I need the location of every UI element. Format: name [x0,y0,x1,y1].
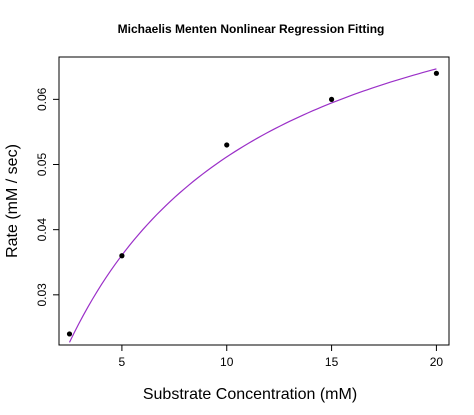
data-point [433,70,440,76]
y-tick-label: 0.05 [35,153,49,177]
data-point [119,253,125,259]
data-point [328,96,335,102]
data-points [66,70,440,337]
x-axis-label: Substrate Concentration (mM) [143,386,357,403]
y-tick-label: 0.04 [35,218,49,242]
x-tick-label: 5 [119,355,126,369]
data-point [224,142,230,148]
x-tick-label: 15 [325,355,339,369]
x-tick-label: 20 [430,355,444,369]
y-axis-label: Rate (mM / sec) [4,144,21,258]
y-tick-label: 0.03 [35,283,49,307]
x-tick-label: 10 [220,355,234,369]
data-point [66,331,73,337]
fit-curve [68,68,437,343]
y-tick-label: 0.06 [35,87,49,111]
plot-frame [58,56,450,346]
chart-title: Michaelis Menten Nonlinear Regression Fi… [118,22,385,36]
x-axis: 5 10 15 20 [119,345,444,369]
y-axis: 0.03 0.04 0.05 0.06 [35,87,59,307]
